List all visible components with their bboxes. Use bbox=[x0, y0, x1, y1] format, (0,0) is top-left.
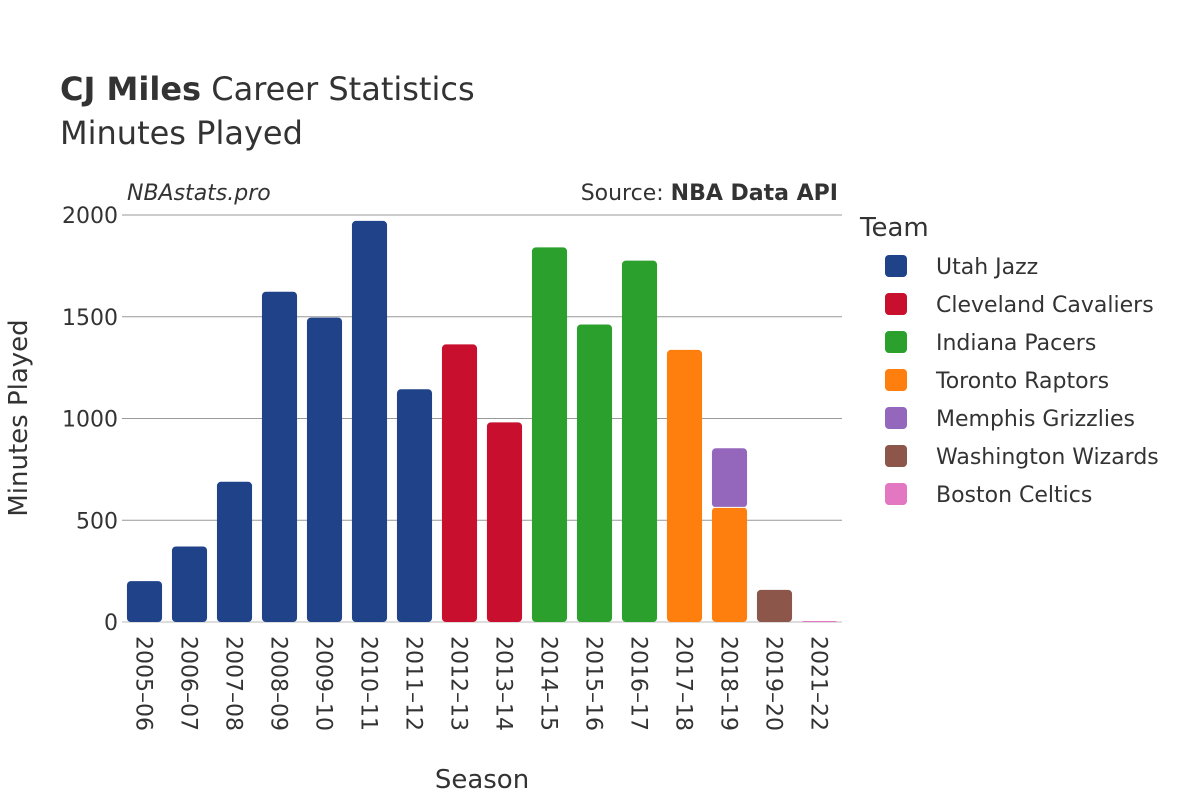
legend-title: Team bbox=[859, 213, 929, 243]
bar-segment bbox=[622, 261, 657, 622]
bar-segment bbox=[352, 221, 387, 622]
x-tick-label: 2011–12 bbox=[401, 636, 426, 731]
legend-item[interactable]: Indiana Pacers bbox=[885, 331, 1096, 356]
source-name: NBA Data API bbox=[671, 181, 838, 206]
x-tick-label: 2006–07 bbox=[176, 636, 201, 731]
bar-segment bbox=[667, 350, 702, 622]
legend-swatch bbox=[885, 255, 907, 277]
x-tick-label: 2007–08 bbox=[221, 636, 246, 731]
x-tick-label: 2013–14 bbox=[491, 636, 516, 731]
legend-label: Utah Jazz bbox=[936, 255, 1038, 280]
legend-item[interactable]: Boston Celtics bbox=[885, 483, 1092, 508]
bar-segment bbox=[307, 318, 342, 622]
x-tick-label: 2018–19 bbox=[716, 636, 741, 731]
x-tick-labels: 2005–06 2006–07 2007–08 2008–09 2009–10 2010–… bbox=[131, 636, 831, 731]
bar-segment bbox=[802, 621, 837, 622]
legend-label: Indiana Pacers bbox=[936, 331, 1096, 356]
legend-item[interactable]: Utah Jazz bbox=[885, 255, 1038, 280]
legend-item[interactable]: Washington Wizards bbox=[885, 445, 1159, 470]
x-tick-label: 2005–06 bbox=[131, 636, 156, 731]
y-tick-labels: 0 500 1000 1500 2000 bbox=[62, 204, 118, 636]
legend-label: Memphis Grizzlies bbox=[936, 407, 1135, 432]
x-tick-label: 2016–17 bbox=[626, 636, 651, 731]
y-tick-label: 2000 bbox=[62, 204, 118, 229]
bar-segment bbox=[127, 581, 162, 622]
x-tick-label: 2012–13 bbox=[446, 636, 471, 731]
source-credit: Source: NBA Data API bbox=[581, 181, 838, 206]
x-axis-label: Season bbox=[435, 765, 529, 795]
x-tick-label: 2014–15 bbox=[536, 636, 561, 731]
legend-item[interactable]: Toronto Raptors bbox=[885, 369, 1109, 394]
source-prefix: Source: bbox=[581, 181, 671, 206]
legend-label: Boston Celtics bbox=[936, 483, 1092, 508]
legend-label: Washington Wizards bbox=[936, 445, 1159, 470]
chart-subtitle: Minutes Played bbox=[60, 114, 303, 152]
bar-segment bbox=[577, 324, 612, 622]
legend-swatch bbox=[885, 407, 907, 429]
bar-segment bbox=[442, 344, 477, 622]
x-tick-label: 2010–11 bbox=[356, 636, 381, 731]
bar-segment bbox=[712, 448, 747, 507]
y-tick-label: 1500 bbox=[62, 306, 118, 331]
y-tick-label: 1000 bbox=[62, 408, 118, 433]
x-tick-label: 2009–10 bbox=[311, 636, 336, 731]
brand-watermark: NBAstats.pro bbox=[127, 181, 271, 206]
x-tick-label: 2021–22 bbox=[806, 636, 831, 731]
legend: Team Utah Jazz Cleveland Cavaliers Indiana… bbox=[859, 213, 1159, 508]
bar-segment bbox=[487, 422, 522, 622]
bar-segment bbox=[712, 507, 747, 622]
x-tick-label: 2008–09 bbox=[266, 636, 291, 731]
bars bbox=[127, 221, 837, 622]
bar-segment bbox=[757, 590, 792, 622]
bar-segment bbox=[397, 389, 432, 622]
y-axis-label: Minutes Played bbox=[4, 319, 34, 516]
legend-swatch bbox=[885, 445, 907, 467]
legend-swatch bbox=[885, 483, 907, 505]
y-tick-label: 0 bbox=[104, 611, 118, 636]
bar-segment bbox=[172, 547, 207, 622]
legend-item[interactable]: Cleveland Cavaliers bbox=[885, 293, 1154, 318]
legend-swatch bbox=[885, 369, 907, 391]
x-tick-label: 2019–20 bbox=[761, 636, 786, 731]
title-rest: Career Statistics bbox=[201, 70, 475, 108]
legend-label: Cleveland Cavaliers bbox=[936, 293, 1154, 318]
bar-segment bbox=[532, 247, 567, 622]
title-player-name: CJ Miles bbox=[60, 70, 201, 108]
legend-swatch bbox=[885, 331, 907, 353]
legend-swatch bbox=[885, 293, 907, 315]
x-tick-label: 2017–18 bbox=[671, 636, 696, 731]
x-tick-label: 2015–16 bbox=[581, 636, 606, 731]
chart-title: CJ Miles Career Statistics bbox=[60, 70, 475, 108]
bar-segment bbox=[217, 482, 252, 622]
legend-label: Toronto Raptors bbox=[935, 369, 1109, 394]
bar-segment bbox=[262, 292, 297, 622]
y-tick-label: 500 bbox=[76, 509, 118, 534]
legend-item[interactable]: Memphis Grizzlies bbox=[885, 407, 1135, 432]
